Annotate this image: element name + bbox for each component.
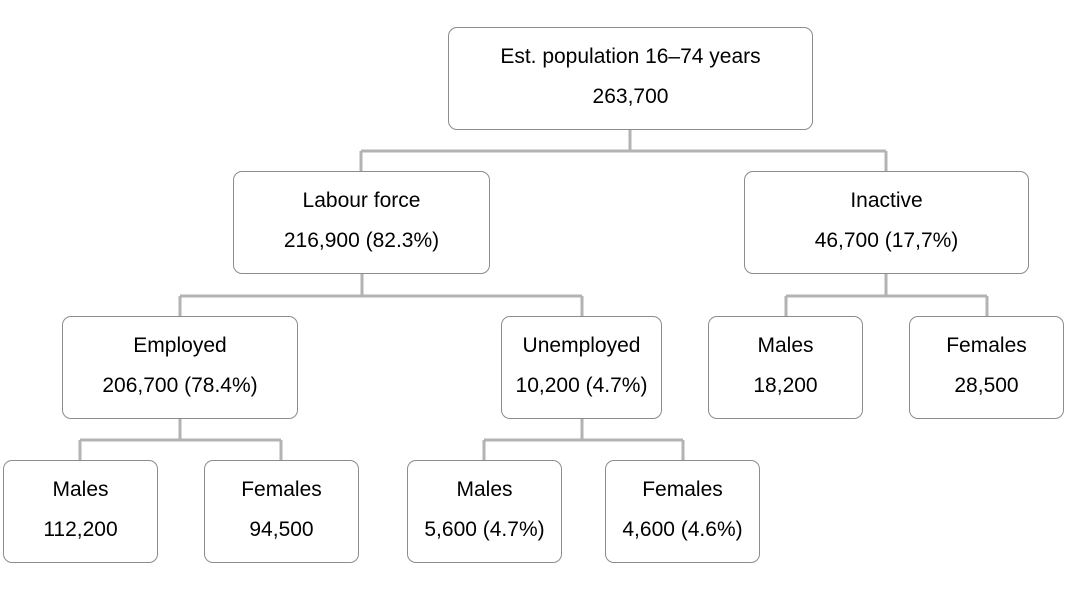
connector-root xyxy=(359,130,888,171)
node-employed-males: Males 112,200 xyxy=(3,460,158,563)
node-label: Females xyxy=(946,334,1027,357)
connector-inactive xyxy=(784,274,989,316)
node-label: Inactive xyxy=(850,189,923,212)
node-employed: Employed 206,700 (78.4%) xyxy=(62,316,298,419)
node-value: 46,700 (17,7%) xyxy=(814,229,959,252)
node-employed-females: Females 94,500 xyxy=(204,460,359,563)
node-label: Males xyxy=(52,478,109,501)
node-value: 28,500 xyxy=(954,374,1019,397)
node-unemployed: Unemployed 10,200 (4.7%) xyxy=(501,316,662,419)
connector-employed xyxy=(78,419,283,460)
node-label: Females xyxy=(642,478,723,501)
node-value: 4,600 (4.6%) xyxy=(622,518,743,541)
node-value: 263,700 xyxy=(592,85,669,108)
node-value: 206,700 (78.4%) xyxy=(102,374,258,397)
node-value: 94,500 xyxy=(249,518,314,541)
node-value: 10,200 (4.7%) xyxy=(515,374,648,397)
node-label: Unemployed xyxy=(522,334,641,357)
node-inactive-males: Males 18,200 xyxy=(708,316,863,419)
node-label: Males xyxy=(757,334,814,357)
node-value: 216,900 (82.3%) xyxy=(283,229,440,252)
node-value: 5,600 (4.7%) xyxy=(424,518,545,541)
node-label: Males xyxy=(456,478,513,501)
node-unemployed-males: Males 5,600 (4.7%) xyxy=(407,460,562,563)
node-est-population: Est. population 16–74 years 263,700 xyxy=(448,27,813,130)
node-label: Est. population 16–74 years xyxy=(500,45,761,68)
node-value: 18,200 xyxy=(753,374,818,397)
node-label: Females xyxy=(241,478,322,501)
node-unemployed-females: Females 4,600 (4.6%) xyxy=(605,460,760,563)
node-inactive: Inactive 46,700 (17,7%) xyxy=(744,171,1029,274)
node-value: 112,200 xyxy=(43,518,118,541)
connector-labour-force xyxy=(178,274,584,316)
node-label: Labour force xyxy=(302,189,421,212)
node-label: Employed xyxy=(133,334,227,357)
node-labour-force: Labour force 216,900 (82.3%) xyxy=(233,171,490,274)
node-inactive-females: Females 28,500 xyxy=(909,316,1064,419)
connector-unemployed xyxy=(482,419,685,460)
